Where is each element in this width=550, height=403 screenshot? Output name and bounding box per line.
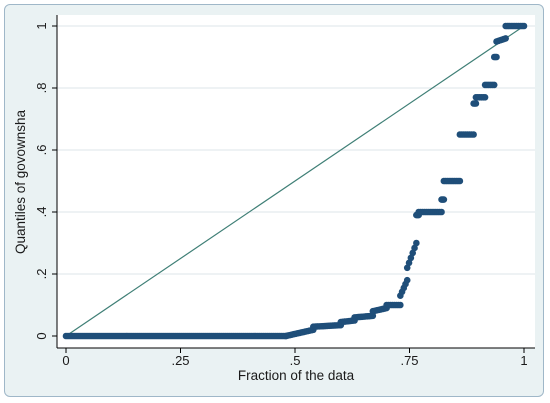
x-tick-label: .25 xyxy=(171,353,189,368)
grid-lines xyxy=(57,25,535,275)
data-point-183 xyxy=(407,254,415,262)
y-tick-label: .2 xyxy=(34,269,49,280)
reference-line xyxy=(65,25,525,337)
x-tick-label: 1 xyxy=(520,353,527,368)
x-tick-label: .5 xyxy=(290,353,301,368)
x-axis-title: Fraction of the data xyxy=(238,368,355,383)
data-point-184 xyxy=(409,249,417,257)
y-tick-label: 0 xyxy=(34,332,49,339)
data-point-182 xyxy=(405,259,413,267)
x-tick-label: 0 xyxy=(62,353,69,368)
data-point-232 xyxy=(481,94,489,101)
data-point-181 xyxy=(403,264,411,272)
data-points xyxy=(62,22,528,340)
data-point-258 xyxy=(520,22,528,30)
data-point-241 xyxy=(493,53,500,61)
data-point-185 xyxy=(411,244,418,252)
data-point-215 xyxy=(456,177,464,185)
data-point-238 xyxy=(490,81,498,89)
x-tick-label: .75 xyxy=(400,353,418,368)
data-point-202 xyxy=(438,208,445,216)
y-tick-label: .6 xyxy=(34,145,49,156)
data-point-226 xyxy=(472,100,480,107)
x-axis-ticks: 0 .25 .5 .75 1 xyxy=(62,348,528,368)
data-point-186 xyxy=(413,239,420,247)
data-point-223 xyxy=(470,131,477,138)
y-tick-label: 1 xyxy=(34,22,49,29)
data-point-159 xyxy=(369,312,377,320)
data-point-247 xyxy=(502,35,509,42)
y-tick-label: .4 xyxy=(34,207,49,218)
y-tick-label: .8 xyxy=(34,83,49,94)
y-axis-ticks: 0 .2 .4 .6 .8 1 xyxy=(34,22,57,340)
data-point-205 xyxy=(440,196,448,203)
data-point-175 xyxy=(397,301,404,309)
plot-region xyxy=(57,15,535,348)
y-axis-title: Quantiles of govownsha xyxy=(13,109,28,254)
data-point-180 xyxy=(403,276,411,284)
